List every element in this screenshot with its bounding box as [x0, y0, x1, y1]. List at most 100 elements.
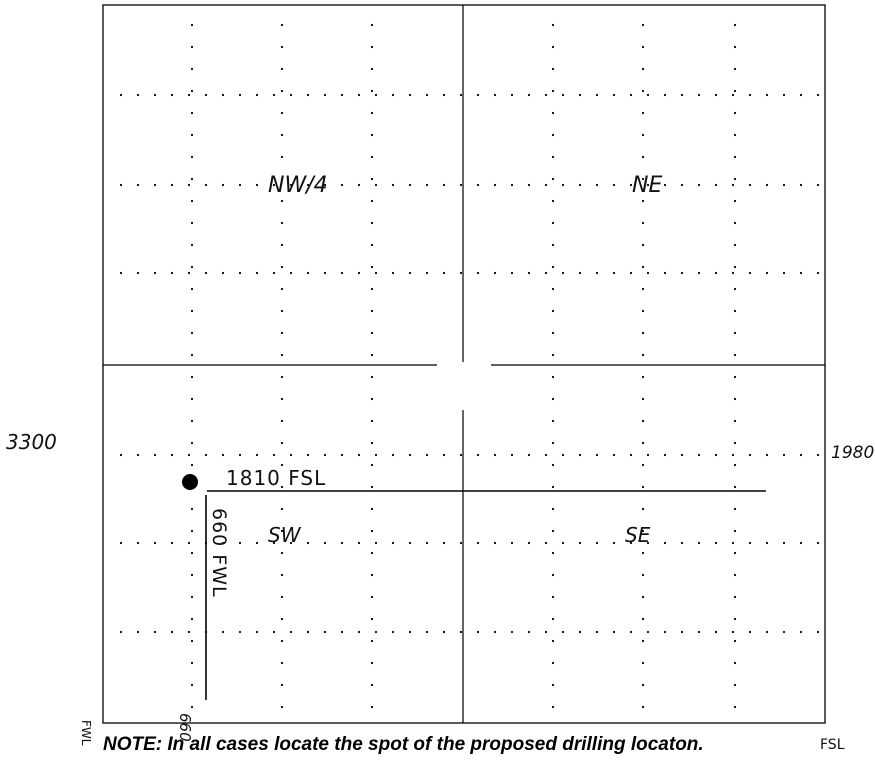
grid-dot [190, 177, 194, 181]
grid-dot [190, 507, 194, 511]
grid-dot [190, 661, 194, 665]
grid-dot [255, 453, 259, 457]
grid-dot [340, 93, 344, 97]
grid-dot [551, 441, 555, 445]
grid-dot [646, 630, 650, 634]
grid-dot [544, 93, 548, 97]
grid-dot [663, 453, 667, 457]
grid-dot [612, 541, 616, 545]
grid-dot [370, 45, 374, 49]
grid-dot [190, 551, 194, 555]
grid-dot [551, 89, 555, 93]
grid-dot [551, 309, 555, 313]
grid-dot [190, 199, 194, 203]
grid-dot [190, 155, 194, 159]
grid-dot [544, 453, 548, 457]
grid-dot [280, 485, 284, 489]
grid-dot [280, 617, 284, 621]
grid-dot [280, 353, 284, 357]
grid-dot [221, 183, 225, 187]
grid-dot [170, 183, 174, 187]
grid-dot [748, 183, 752, 187]
grid-dot [733, 617, 737, 621]
grid-dot [370, 265, 374, 269]
grid-dot [551, 507, 555, 511]
grid-dot [641, 485, 645, 489]
grid-dot [370, 111, 374, 115]
grid-dot [612, 453, 616, 457]
grid-dot [629, 630, 633, 634]
grid-dot [733, 595, 737, 599]
grid-dot [527, 183, 531, 187]
grid-dot [493, 93, 497, 97]
margin-label-1980: 1980 [831, 443, 874, 463]
grid-dot [280, 397, 284, 401]
grid-dot [641, 155, 645, 159]
grid-dot [731, 93, 735, 97]
grid-dot [733, 265, 737, 269]
grid-dot [221, 453, 225, 457]
grid-dot [765, 630, 769, 634]
grid-dot [641, 639, 645, 643]
grid-dot [323, 183, 327, 187]
grid-dot [680, 271, 684, 275]
grid-dot [370, 551, 374, 555]
grid-dot [370, 617, 374, 621]
grid-dot [551, 485, 555, 489]
grid-dot [153, 453, 157, 457]
grid-dot [551, 463, 555, 467]
grid-dot [714, 453, 718, 457]
grid-dot [748, 630, 752, 634]
grid-dot [782, 453, 786, 457]
grid-dot [391, 453, 395, 457]
grid-dot [663, 630, 667, 634]
grid-dot [782, 541, 786, 545]
grid-dot [733, 419, 737, 423]
grid-dot [221, 93, 225, 97]
grid-dot [641, 529, 645, 533]
grid-dot [476, 271, 480, 275]
grid-dot [641, 331, 645, 335]
grid-dot [641, 133, 645, 137]
grid-dot [370, 705, 374, 709]
grid-dot [187, 630, 191, 634]
grid-dot [187, 183, 191, 187]
grid-dot [641, 617, 645, 621]
grid-dot [527, 453, 531, 457]
grid-dot [370, 133, 374, 137]
grid-dot [733, 485, 737, 489]
grid-dot [731, 271, 735, 275]
grid-dot [190, 67, 194, 71]
grid-dot [748, 93, 752, 97]
grid-dot [272, 183, 276, 187]
grid-dot [733, 67, 737, 71]
grid-dot [280, 243, 284, 247]
grid-dot [476, 630, 480, 634]
grid-dot [816, 183, 820, 187]
grid-dot [442, 271, 446, 275]
grid-dot [425, 271, 429, 275]
grid-dot [280, 507, 284, 511]
grid-dot [187, 541, 191, 545]
grid-dot [816, 93, 820, 97]
grid-dot [551, 199, 555, 203]
grid-dot [289, 183, 293, 187]
grid-dot [782, 630, 786, 634]
grid-dot [641, 463, 645, 467]
grid-dot [170, 541, 174, 545]
grid-dot [733, 639, 737, 643]
grid-dot [765, 183, 769, 187]
grid-dot [391, 183, 395, 187]
grid-dot [280, 595, 284, 599]
grid-dot [578, 541, 582, 545]
grid-dot [782, 183, 786, 187]
grid-dot [190, 221, 194, 225]
grid-dot [578, 271, 582, 275]
grid-dot [374, 630, 378, 634]
grid-dot [190, 463, 194, 467]
grid-dot [187, 453, 191, 457]
grid-dot [323, 453, 327, 457]
grid-dot [733, 133, 737, 137]
grid-dot [153, 183, 157, 187]
grid-dot [190, 529, 194, 533]
